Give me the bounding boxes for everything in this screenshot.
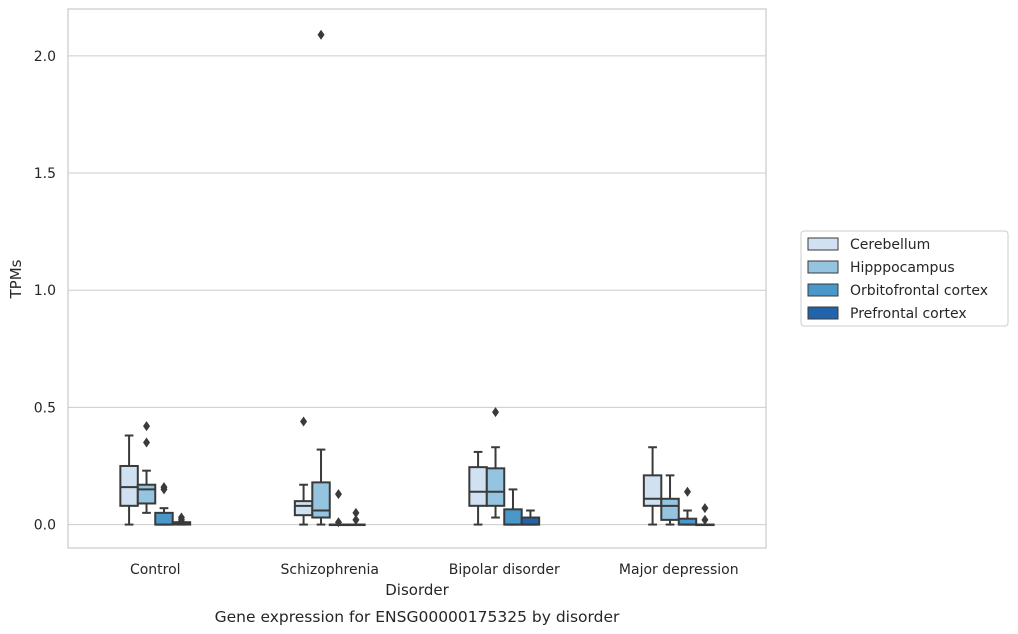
- box-cerebellum: [293, 416, 314, 526]
- box-body: [311, 481, 331, 519]
- box-prefrontal-cortex: [346, 507, 366, 527]
- box-orbitofrontal-cortex: [677, 486, 698, 526]
- box-body: [485, 467, 506, 507]
- y-tick-label: 0.5: [34, 400, 56, 416]
- x-tick-label: Schizophrenia: [281, 562, 379, 578]
- legend-label: Hipppocampus: [850, 260, 955, 276]
- x-axis-ticks: Control Schizophrenia Bipolar disorder Majo…: [130, 562, 739, 578]
- plot-border: [67, 8, 767, 549]
- outlier-marker: [177, 512, 185, 523]
- plot-frame: [67, 8, 767, 549]
- x-tick-label: Bipolar disorder: [449, 562, 560, 578]
- x-tick-label: Major depression: [619, 562, 739, 578]
- y-tick-label: 1.5: [34, 166, 56, 182]
- box-body: [136, 483, 157, 505]
- outlier-marker: [334, 489, 342, 500]
- outlier-marker: [352, 507, 360, 518]
- box-hipppocampus: [311, 29, 331, 526]
- box-body: [660, 497, 680, 521]
- box-body: [119, 464, 139, 507]
- box-hipppocampus: [485, 407, 506, 519]
- legend-swatch: [807, 283, 839, 297]
- box-cerebellum: [119, 434, 139, 526]
- box-body: [154, 511, 174, 526]
- y-tick-label: 1.0: [34, 283, 56, 299]
- legend: Cerebellum Hipppocampus Orbitofrontal cort…: [800, 230, 1009, 327]
- legend-swatch: [807, 260, 839, 274]
- outlier-marker: [701, 503, 709, 514]
- box-cerebellum: [642, 446, 663, 526]
- outlier-marker: [143, 421, 151, 432]
- legend-label: Orbitofrontal cortex: [850, 283, 988, 299]
- box-orbitofrontal-cortex: [154, 482, 174, 526]
- x-tick-label: Control: [130, 562, 181, 578]
- y-tick-label: 0.0: [34, 518, 56, 534]
- outlier-marker: [317, 29, 325, 40]
- box-hipppocampus: [660, 474, 680, 526]
- outlier-marker: [300, 416, 308, 427]
- outlier-marker: [492, 407, 500, 418]
- outlier-marker: [160, 482, 168, 493]
- box-prefrontal-cortex: [520, 509, 541, 526]
- box-body: [468, 466, 488, 507]
- box-prefrontal-cortex: [171, 512, 192, 526]
- y-tick-label: 2.0: [34, 49, 56, 65]
- chart-caption: Gene expression for ENSG00000175325 by d…: [215, 608, 620, 626]
- y-axis-label: TPMs: [7, 259, 25, 299]
- outlier-marker: [352, 514, 360, 525]
- grid-lines: [68, 55, 766, 526]
- outlier-marker: [143, 437, 151, 448]
- box-body: [642, 474, 663, 507]
- legend-label: Prefrontal cortex: [850, 306, 967, 322]
- box-cerebellum: [468, 450, 488, 526]
- box-orbitofrontal-cortex: [328, 489, 349, 528]
- legend-swatch: [807, 306, 839, 320]
- box-series: [119, 29, 715, 528]
- box-body: [520, 516, 541, 526]
- outlier-marker: [683, 486, 691, 497]
- legend-label: Cerebellum: [850, 237, 930, 253]
- y-axis-ticks: 0.0 0.5 1.0 1.5 2.0: [34, 49, 56, 534]
- x-axis-label: Disorder: [385, 581, 449, 599]
- box-hipppocampus: [136, 421, 157, 514]
- outlier-marker: [334, 517, 342, 528]
- outlier-marker: [701, 514, 709, 525]
- box-body: [293, 500, 314, 517]
- box-orbitofrontal-cortex: [503, 488, 523, 526]
- box-body: [503, 508, 523, 526]
- legend-frame: [800, 230, 1009, 327]
- box-prefrontal-cortex: [695, 503, 715, 527]
- legend-swatch: [807, 237, 839, 251]
